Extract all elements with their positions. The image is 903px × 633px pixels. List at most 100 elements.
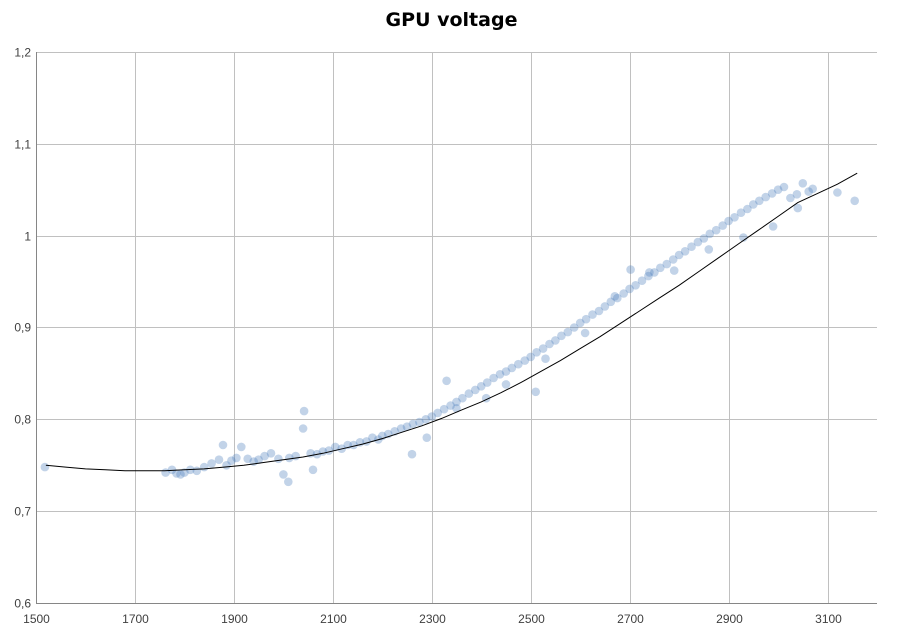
data-point	[575, 318, 585, 328]
data-point	[804, 187, 813, 196]
data-point	[610, 292, 620, 301]
data-point	[520, 356, 530, 365]
y-tick-label: 0,8	[14, 413, 31, 427]
data-point	[808, 184, 817, 194]
data-point	[743, 204, 752, 214]
data-point	[501, 367, 511, 376]
data-point	[207, 459, 216, 468]
data-point	[298, 424, 308, 433]
data-point	[779, 182, 789, 192]
data-point	[237, 442, 246, 452]
data-point	[619, 289, 628, 298]
data-point	[214, 455, 224, 465]
data-point	[668, 255, 678, 264]
data-point	[422, 433, 432, 443]
data-point	[501, 380, 511, 389]
data-point	[739, 233, 748, 242]
data-point	[291, 451, 301, 461]
data-point	[705, 229, 715, 239]
data-point	[243, 454, 252, 464]
data-point	[279, 470, 288, 479]
data-point	[308, 465, 318, 475]
data-point	[588, 310, 597, 319]
data-point	[452, 404, 461, 413]
data-point	[176, 470, 185, 479]
data-point	[439, 404, 449, 414]
data-point	[274, 454, 283, 464]
data-point	[637, 276, 647, 286]
data-point	[172, 469, 181, 478]
x-tick-label: 1900	[221, 612, 248, 626]
x-tick-label: 2700	[617, 612, 644, 626]
data-point	[656, 263, 665, 273]
data-point	[232, 453, 241, 463]
data-point	[545, 339, 554, 349]
data-point	[798, 179, 808, 188]
data-point	[427, 412, 437, 421]
x-tick-label: 2900	[716, 612, 743, 626]
data-point	[749, 200, 758, 209]
x-tick-label: 2300	[419, 612, 446, 626]
x-tick-label: 3100	[815, 612, 842, 626]
data-point	[724, 216, 733, 226]
data-point	[507, 363, 517, 373]
data-point	[793, 203, 803, 213]
data-point	[645, 268, 654, 277]
data-point	[476, 382, 486, 391]
data-point	[407, 449, 417, 459]
y-tick-label: 0,7	[14, 505, 31, 519]
data-point	[40, 462, 50, 472]
data-point	[736, 208, 746, 217]
y-tick-label: 0,9	[14, 321, 31, 335]
data-point	[227, 456, 236, 466]
chart-title: GPU voltage	[385, 9, 518, 31]
data-point	[594, 306, 604, 316]
data-point	[180, 468, 189, 477]
data-point	[266, 449, 276, 458]
data-point	[704, 245, 714, 254]
data-point	[541, 354, 550, 364]
data-point	[192, 466, 202, 476]
data-point	[396, 424, 406, 433]
data-point	[284, 477, 293, 487]
data-point	[755, 196, 764, 206]
data-point	[446, 401, 455, 410]
data-point	[833, 188, 842, 197]
data-point	[563, 327, 573, 337]
data-point	[458, 393, 467, 403]
data-point	[402, 422, 412, 432]
data-point	[600, 302, 610, 311]
data-point	[408, 419, 418, 429]
data-point	[626, 265, 635, 274]
data-point	[531, 387, 540, 397]
data-point	[538, 344, 548, 353]
data-point	[580, 328, 590, 338]
data-point	[687, 242, 696, 251]
data-point	[693, 237, 703, 247]
data-point	[613, 293, 622, 303]
x-tick-label: 1700	[122, 612, 149, 626]
data-point	[850, 196, 859, 206]
y-tick-label: 1,1	[14, 138, 31, 152]
data-point	[299, 406, 309, 416]
data-point	[699, 234, 709, 243]
data-point	[768, 222, 778, 231]
data-point	[767, 189, 777, 198]
data-point	[625, 284, 634, 294]
data-point	[718, 221, 727, 230]
data-point	[254, 455, 263, 465]
data-point	[260, 451, 269, 461]
data-point	[662, 259, 672, 269]
data-point	[557, 331, 566, 341]
data-point	[551, 336, 560, 345]
data-point	[711, 225, 721, 235]
data-point	[482, 378, 492, 387]
data-point	[464, 389, 474, 398]
data-point	[199, 462, 209, 472]
data-point	[415, 417, 424, 427]
data-point	[650, 268, 659, 277]
data-point	[581, 314, 591, 324]
data-point	[606, 297, 616, 307]
data-point	[514, 359, 523, 369]
